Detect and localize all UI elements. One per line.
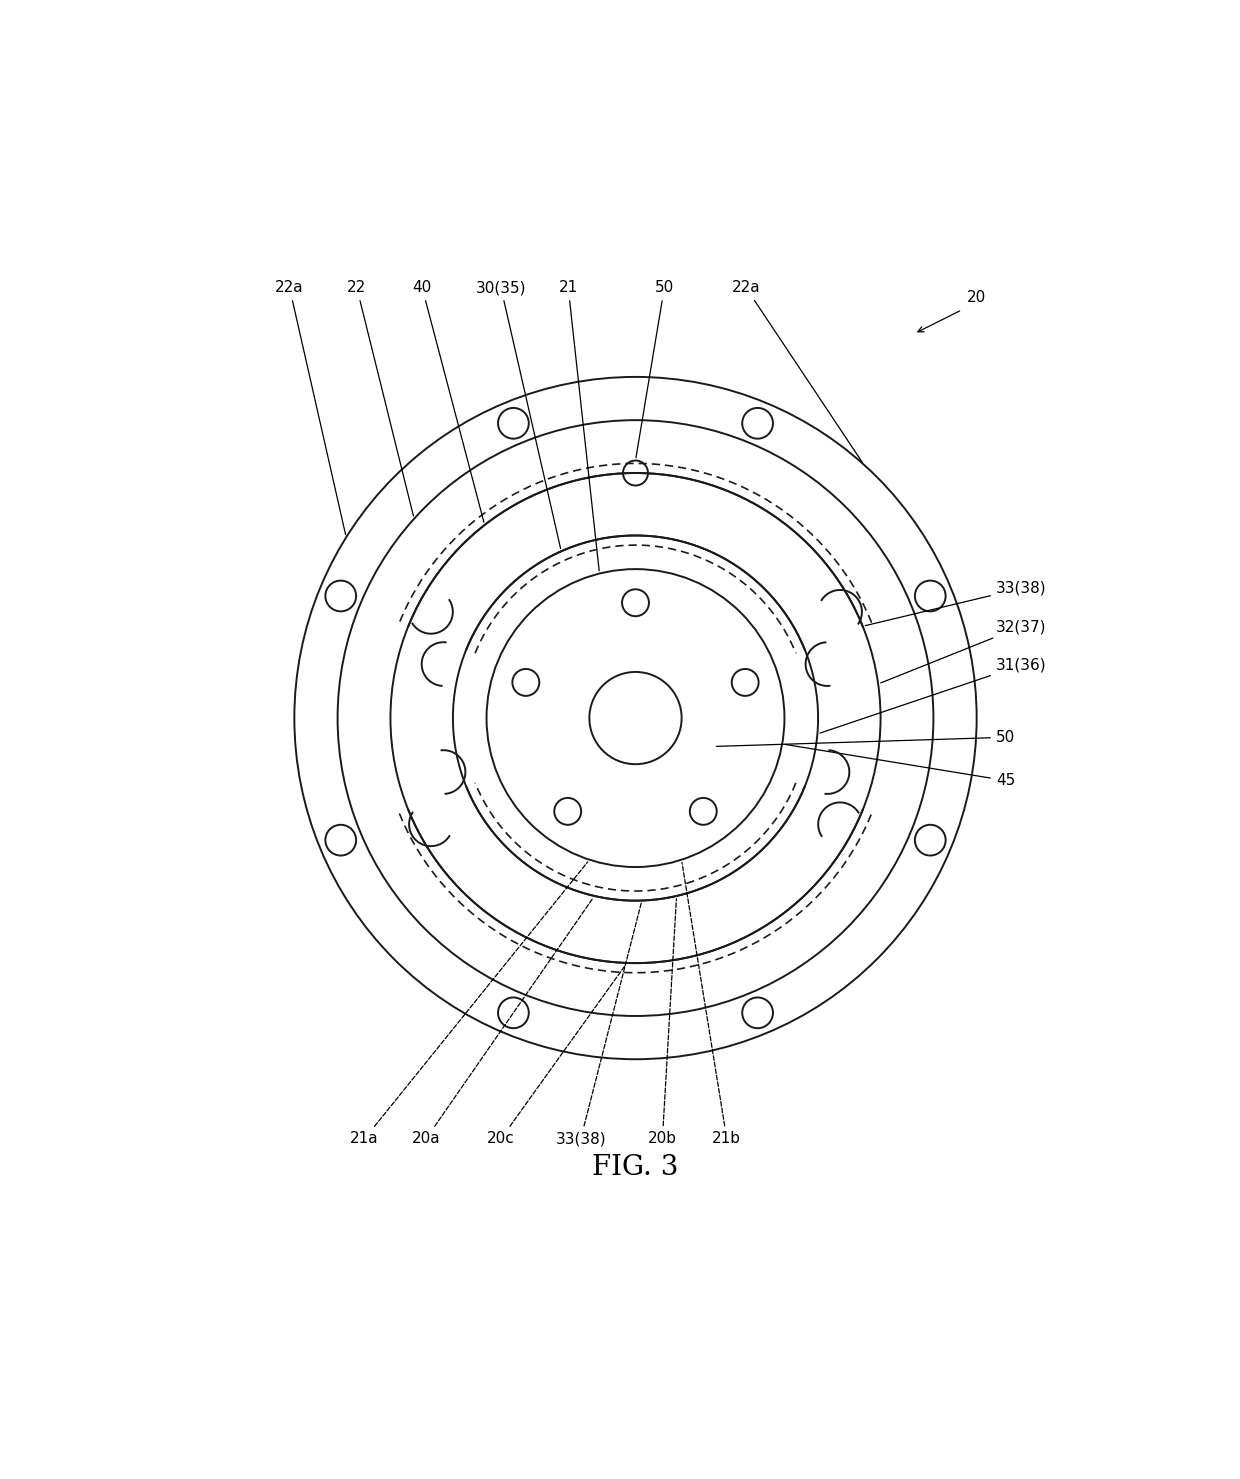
Text: 30(35): 30(35) — [476, 280, 560, 549]
Text: 20a: 20a — [412, 898, 593, 1146]
Text: FIG. 3: FIG. 3 — [593, 1154, 678, 1182]
Text: 45: 45 — [785, 744, 1016, 788]
Text: 21b: 21b — [682, 862, 742, 1146]
Text: 40: 40 — [413, 280, 484, 522]
Text: 22: 22 — [347, 280, 413, 516]
Text: 20: 20 — [967, 290, 986, 305]
Text: 22a: 22a — [275, 280, 346, 534]
Text: 20b: 20b — [649, 899, 677, 1146]
Text: 33(38): 33(38) — [866, 581, 1047, 626]
Text: 32(37): 32(37) — [880, 620, 1047, 683]
Text: 50: 50 — [717, 729, 1016, 747]
Text: 21a: 21a — [350, 862, 588, 1146]
Text: 22a: 22a — [732, 280, 862, 463]
Text: 20c: 20c — [487, 966, 625, 1146]
Text: 31(36): 31(36) — [820, 658, 1047, 734]
Text: 21: 21 — [558, 280, 599, 571]
Text: 33(38): 33(38) — [556, 904, 641, 1146]
Text: 50: 50 — [636, 280, 675, 458]
